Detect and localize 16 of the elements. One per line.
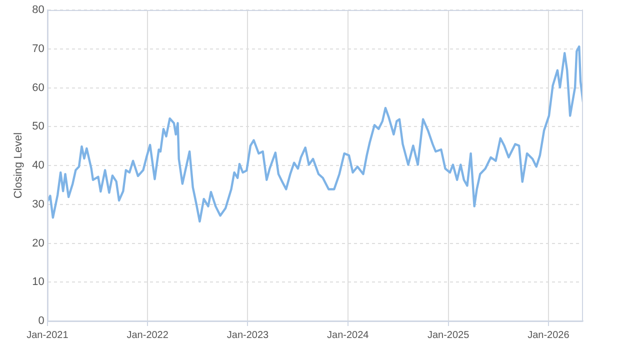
y-axis-title: Closing Level: [12, 132, 25, 199]
y-tick-label: 70: [32, 42, 44, 55]
x-tick-label: Jan-2022: [126, 330, 169, 341]
y-tick-label: 30: [32, 198, 44, 210]
y-tick-label: 40: [32, 160, 44, 172]
x-tick-label: Jan-2025: [427, 330, 470, 341]
y-tick-label: 60: [32, 82, 44, 94]
y-tick-label: 80: [32, 4, 44, 16]
x-tick-label: Jan-2023: [226, 330, 270, 341]
x-tick-label: Jan-2024: [327, 330, 370, 341]
y-tick-label: 50: [32, 120, 44, 133]
x-tick-label: Jan-2021: [26, 330, 69, 341]
y-tick-label: 20: [32, 237, 44, 250]
y-tick-label: 10: [32, 276, 44, 288]
x-tick-label: Jan-2026: [528, 330, 570, 341]
y-tick-label: 0: [38, 315, 44, 328]
